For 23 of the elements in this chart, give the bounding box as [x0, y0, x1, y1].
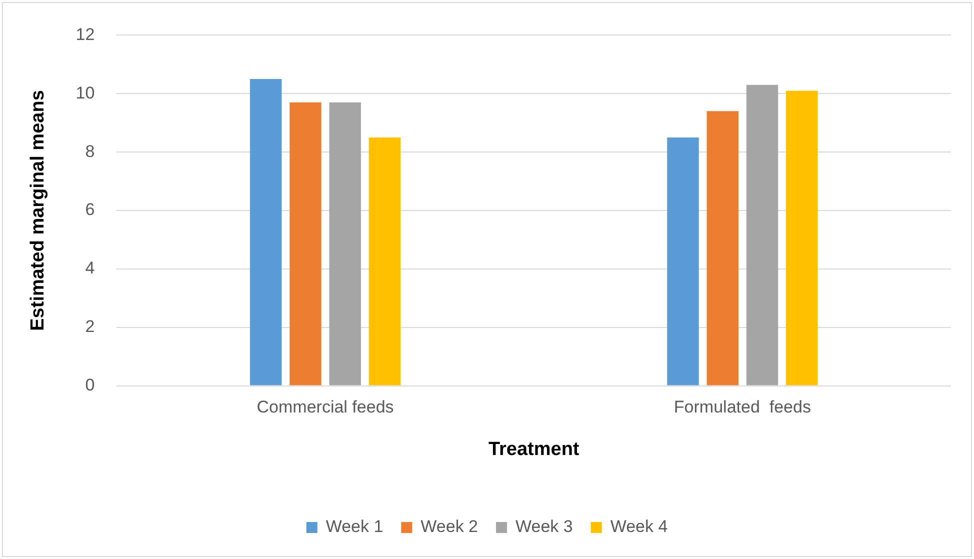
legend-label: Week 4 — [610, 517, 668, 536]
bar — [368, 137, 401, 386]
legend-label: Week 1 — [326, 517, 384, 536]
y-tick-label: 12 — [76, 24, 95, 44]
x-tick-label: Commercial feeds — [256, 398, 394, 417]
bar — [250, 79, 282, 386]
y-tick-label: 0 — [85, 375, 95, 394]
x-axis-title: Treatment — [488, 438, 580, 460]
y-tick-label: 10 — [76, 83, 95, 102]
bar — [746, 84, 778, 386]
legend-label: Week 3 — [516, 517, 573, 536]
legend-label: Week 2 — [420, 517, 478, 536]
y-tick-label: 6 — [85, 200, 95, 220]
bar — [786, 90, 818, 386]
x-tick-label: Formulated feeds — [674, 398, 811, 417]
bar — [706, 111, 738, 386]
bar — [290, 102, 322, 386]
y-tick-label: 2 — [85, 317, 95, 336]
y-axis-title: Estimated marginal means — [28, 90, 49, 331]
y-tick-label: 4 — [85, 258, 95, 278]
bar — [329, 102, 361, 386]
y-tick-label: 8 — [85, 142, 95, 161]
bar — [667, 137, 699, 386]
